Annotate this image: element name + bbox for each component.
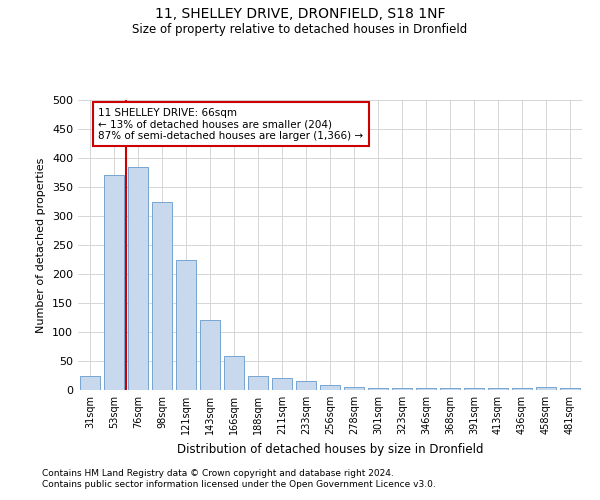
Bar [104, 176, 124, 390]
Text: Size of property relative to detached houses in Dronfield: Size of property relative to detached ho… [133, 22, 467, 36]
Bar [152, 202, 172, 390]
Bar [248, 376, 268, 390]
Bar [224, 356, 244, 390]
Y-axis label: Number of detached properties: Number of detached properties [37, 158, 46, 332]
Bar [80, 376, 100, 390]
Text: Distribution of detached houses by size in Dronfield: Distribution of detached houses by size … [177, 442, 483, 456]
Bar [344, 387, 364, 390]
Text: 11, SHELLEY DRIVE, DRONFIELD, S18 1NF: 11, SHELLEY DRIVE, DRONFIELD, S18 1NF [155, 8, 445, 22]
Bar [320, 386, 340, 390]
Bar [392, 388, 412, 390]
Bar [128, 166, 148, 390]
Bar [488, 388, 508, 390]
Text: Contains public sector information licensed under the Open Government Licence v3: Contains public sector information licen… [42, 480, 436, 489]
Bar [272, 378, 292, 390]
Bar [176, 260, 196, 390]
Bar [464, 388, 484, 390]
Bar [536, 387, 556, 390]
Text: 11 SHELLEY DRIVE: 66sqm
← 13% of detached houses are smaller (204)
87% of semi-d: 11 SHELLEY DRIVE: 66sqm ← 13% of detache… [98, 108, 364, 140]
Bar [560, 388, 580, 390]
Bar [296, 382, 316, 390]
Bar [440, 388, 460, 390]
Bar [512, 388, 532, 390]
Bar [416, 388, 436, 390]
Text: Contains HM Land Registry data © Crown copyright and database right 2024.: Contains HM Land Registry data © Crown c… [42, 468, 394, 477]
Bar [200, 320, 220, 390]
Bar [368, 388, 388, 390]
